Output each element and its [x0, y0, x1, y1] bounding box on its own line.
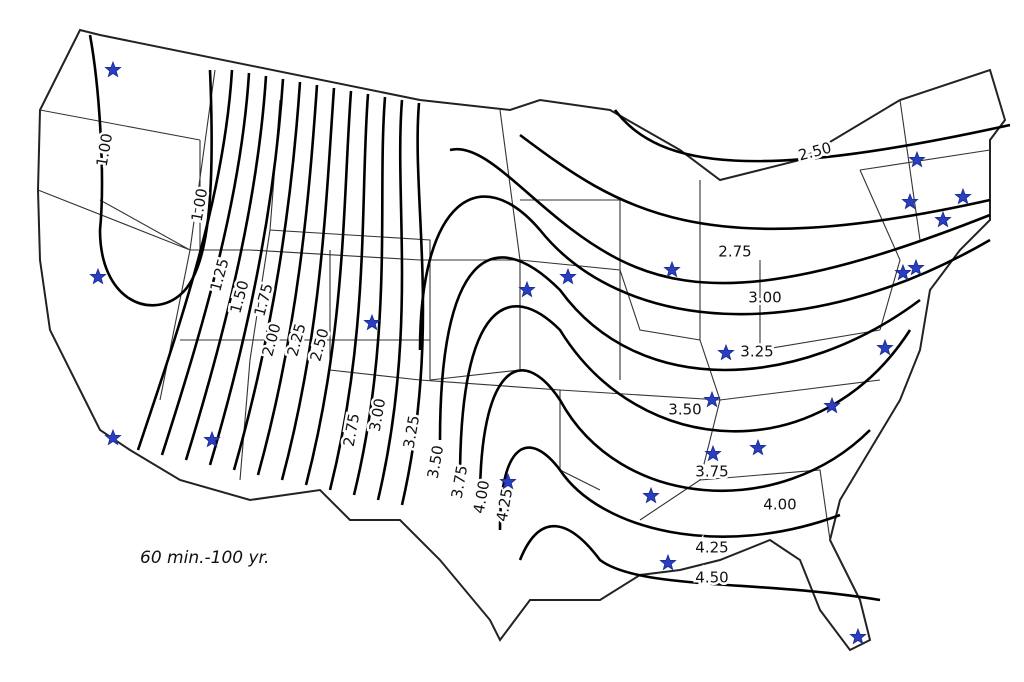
isoline — [328, 93, 370, 491]
isoline — [256, 84, 319, 476]
map-caption: 60 min.-100 yr. — [140, 548, 269, 568]
isoline — [160, 72, 251, 456]
isoline — [418, 195, 991, 351]
station-star — [894, 263, 912, 281]
isoline — [208, 78, 285, 466]
isoline — [184, 75, 268, 461]
station-star — [823, 396, 841, 414]
station-star — [499, 472, 517, 490]
state-lines — [37, 69, 991, 541]
contour-label: 4.00 — [763, 496, 796, 514]
station-star — [363, 313, 381, 331]
isoline — [232, 81, 302, 471]
station-star — [907, 258, 925, 276]
station-star — [518, 280, 536, 298]
isoline — [88, 34, 213, 307]
contour-label: 3.00 — [748, 289, 781, 307]
station-star — [203, 430, 221, 448]
station-star — [659, 553, 677, 571]
isoline — [352, 96, 387, 496]
contour-label: 2.75 — [340, 412, 364, 448]
isoline — [458, 305, 912, 481]
contour-label: 3.25 — [740, 343, 773, 361]
isoline — [136, 69, 234, 451]
station-star — [849, 627, 867, 645]
station-star — [901, 192, 919, 210]
isoline — [438, 256, 921, 441]
station-star — [703, 390, 721, 408]
isoline — [478, 369, 871, 501]
contour-label: 2.75 — [718, 243, 751, 261]
isoline — [400, 102, 425, 506]
station-star — [663, 260, 681, 278]
station-star — [954, 187, 972, 205]
station-star — [559, 267, 577, 285]
isoline — [613, 109, 1011, 163]
isolines — [88, 34, 1011, 602]
isoline — [498, 446, 841, 538]
station-star — [104, 60, 122, 78]
station-star — [876, 338, 894, 356]
isoline — [304, 90, 353, 486]
contour-label: 4.25 — [695, 539, 728, 557]
station-star — [934, 210, 952, 228]
station-star — [704, 444, 722, 462]
station-star — [89, 267, 107, 285]
station-star — [104, 428, 122, 446]
us-outline — [36, 28, 1007, 652]
station-star — [642, 486, 660, 504]
isoline — [280, 87, 336, 481]
station-star — [908, 150, 926, 168]
contour-label: 4.50 — [695, 569, 728, 587]
isoline — [519, 133, 991, 231]
isoline — [518, 524, 881, 602]
station-star — [717, 343, 735, 361]
isoline — [449, 147, 991, 285]
contour-label: 3.50 — [668, 401, 701, 419]
station-star — [749, 438, 767, 456]
contour-label: 3.75 — [695, 463, 728, 481]
isoline — [376, 99, 404, 501]
